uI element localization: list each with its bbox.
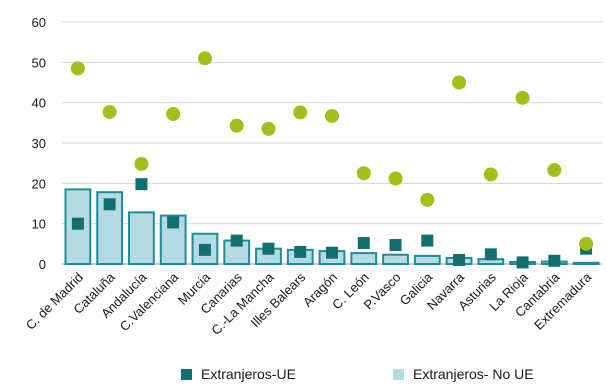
y-tick-label: 10 bbox=[32, 217, 46, 232]
legend-swatch-non-eu bbox=[393, 369, 404, 380]
y-tick-label: 50 bbox=[32, 55, 46, 70]
square-marker bbox=[103, 198, 116, 211]
square-marker bbox=[326, 246, 338, 259]
x-axis-tick-labels: C. de MadridCataluñaAndalucíaC.Valencian… bbox=[23, 269, 595, 338]
circle-marker bbox=[261, 121, 276, 136]
square-marker bbox=[135, 178, 148, 191]
bar bbox=[350, 252, 378, 266]
bar bbox=[382, 253, 409, 265]
circle-marker bbox=[388, 171, 403, 186]
circle-marker bbox=[166, 106, 181, 121]
circle-marker bbox=[197, 51, 212, 66]
legend: Extranjeros-UE Extranjeros- No UE bbox=[181, 366, 534, 382]
square-marker bbox=[484, 248, 497, 261]
circle-marker bbox=[102, 104, 117, 119]
legend-label-eu: Extranjeros-UE bbox=[201, 366, 296, 382]
legend-swatch-eu bbox=[181, 369, 192, 380]
circle-marker bbox=[325, 108, 339, 123]
square-marker bbox=[453, 253, 466, 266]
y-tick-label: 0 bbox=[39, 257, 46, 272]
square-marker bbox=[357, 237, 370, 250]
y-tick-label: 40 bbox=[32, 96, 46, 111]
circle-marker bbox=[229, 118, 244, 133]
circle-marker bbox=[420, 192, 435, 207]
circle-marker bbox=[293, 105, 308, 120]
square-marker bbox=[167, 216, 180, 229]
square-marker bbox=[548, 254, 561, 267]
circle-marker bbox=[547, 163, 562, 178]
circle-marker-series bbox=[70, 51, 594, 251]
square-marker bbox=[71, 217, 84, 230]
circle-marker bbox=[515, 90, 530, 105]
square-marker bbox=[198, 243, 211, 256]
circle-marker bbox=[134, 156, 149, 171]
square-marker bbox=[230, 234, 243, 247]
square-marker bbox=[262, 242, 275, 255]
y-tick-label: 20 bbox=[32, 176, 46, 191]
bar bbox=[413, 254, 441, 266]
bar bbox=[128, 211, 155, 266]
circle-marker bbox=[579, 236, 594, 251]
circle-marker bbox=[356, 166, 371, 181]
circle-marker bbox=[70, 61, 85, 76]
square-marker bbox=[516, 256, 529, 269]
square-marker bbox=[389, 239, 402, 252]
bar bbox=[572, 261, 600, 266]
circle-marker bbox=[452, 75, 467, 90]
legend-label-non-eu: Extranjeros- No UE bbox=[413, 366, 534, 382]
circle-marker bbox=[483, 167, 498, 182]
square-marker bbox=[294, 245, 307, 258]
square-marker bbox=[421, 234, 434, 247]
y-axis-tick-labels: 0 10 20 30 40 50 60 bbox=[32, 15, 46, 272]
y-tick-label: 60 bbox=[32, 15, 46, 30]
y-tick-label: 30 bbox=[32, 136, 46, 151]
bar bbox=[191, 232, 219, 265]
square-marker-series bbox=[71, 178, 593, 269]
